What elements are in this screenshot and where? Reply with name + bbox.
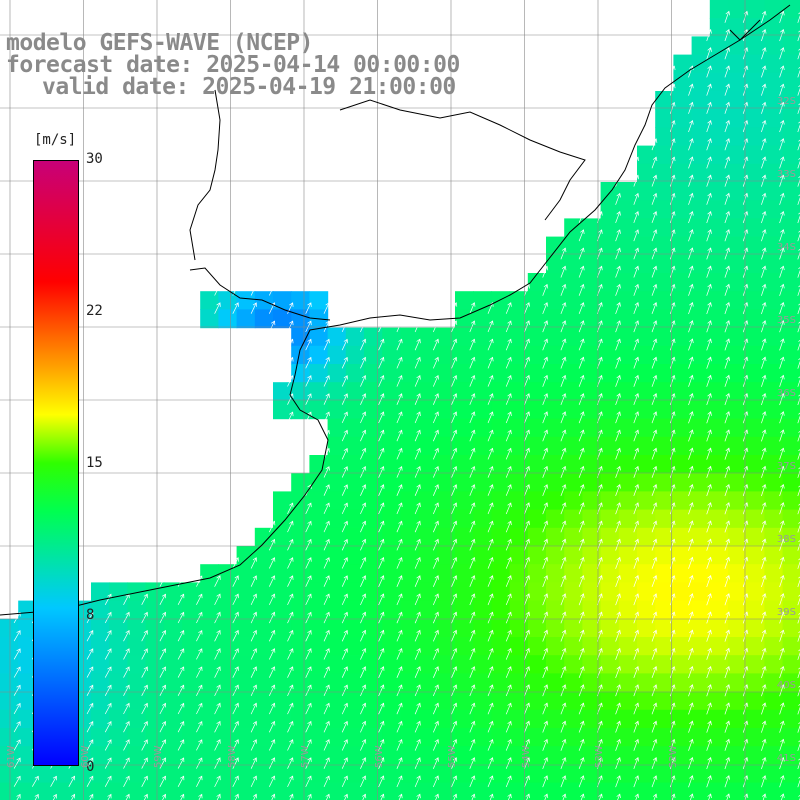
lat-label: 36S <box>776 388 796 399</box>
forecast-date: forecast date: 2025-04-14 00:00:00 <box>6 52 460 78</box>
lon-label: 57W <box>300 745 311 768</box>
colorbar-tick-15: 15 <box>86 455 103 471</box>
lon-label: 54W <box>520 745 532 768</box>
colorbar-tick-0: 0 <box>86 759 95 775</box>
lon-label: 56W <box>373 745 385 768</box>
lat-label: 32S <box>776 96 796 107</box>
lat-label: 35S <box>776 315 796 326</box>
lon-label: 53W <box>594 745 605 768</box>
colorbar <box>33 160 79 766</box>
colorbar-tick-8: 8 <box>86 607 95 623</box>
lat-label: 34S <box>776 242 796 253</box>
lon-label: 58W <box>226 745 238 768</box>
lat-label: 37S <box>776 461 796 472</box>
lon-label: 55W <box>447 745 458 768</box>
colorbar-tick-30: 30 <box>86 151 103 167</box>
lon-label: 52W <box>667 745 679 768</box>
lat-label: 33S <box>776 169 796 180</box>
wind-vector-arrows <box>13 10 800 800</box>
lat-label: 38S <box>776 534 796 545</box>
colorbar-tick-22: 22 <box>86 303 103 319</box>
lat-label: 41S <box>776 753 796 764</box>
lon-label: 59W <box>153 745 164 768</box>
lat-label: 40S <box>776 680 796 691</box>
lat-label: 39S <box>776 607 796 618</box>
model-title: modelo GEFS-WAVE (NCEP) <box>6 30 314 56</box>
colorbar-unit-label: [m/s] <box>34 132 77 148</box>
lon-label: 60W <box>79 745 91 768</box>
valid-date: valid date: 2025-04-19 21:00:00 <box>42 74 456 100</box>
lon-label: 61W <box>6 745 17 768</box>
coastline <box>0 4 791 616</box>
